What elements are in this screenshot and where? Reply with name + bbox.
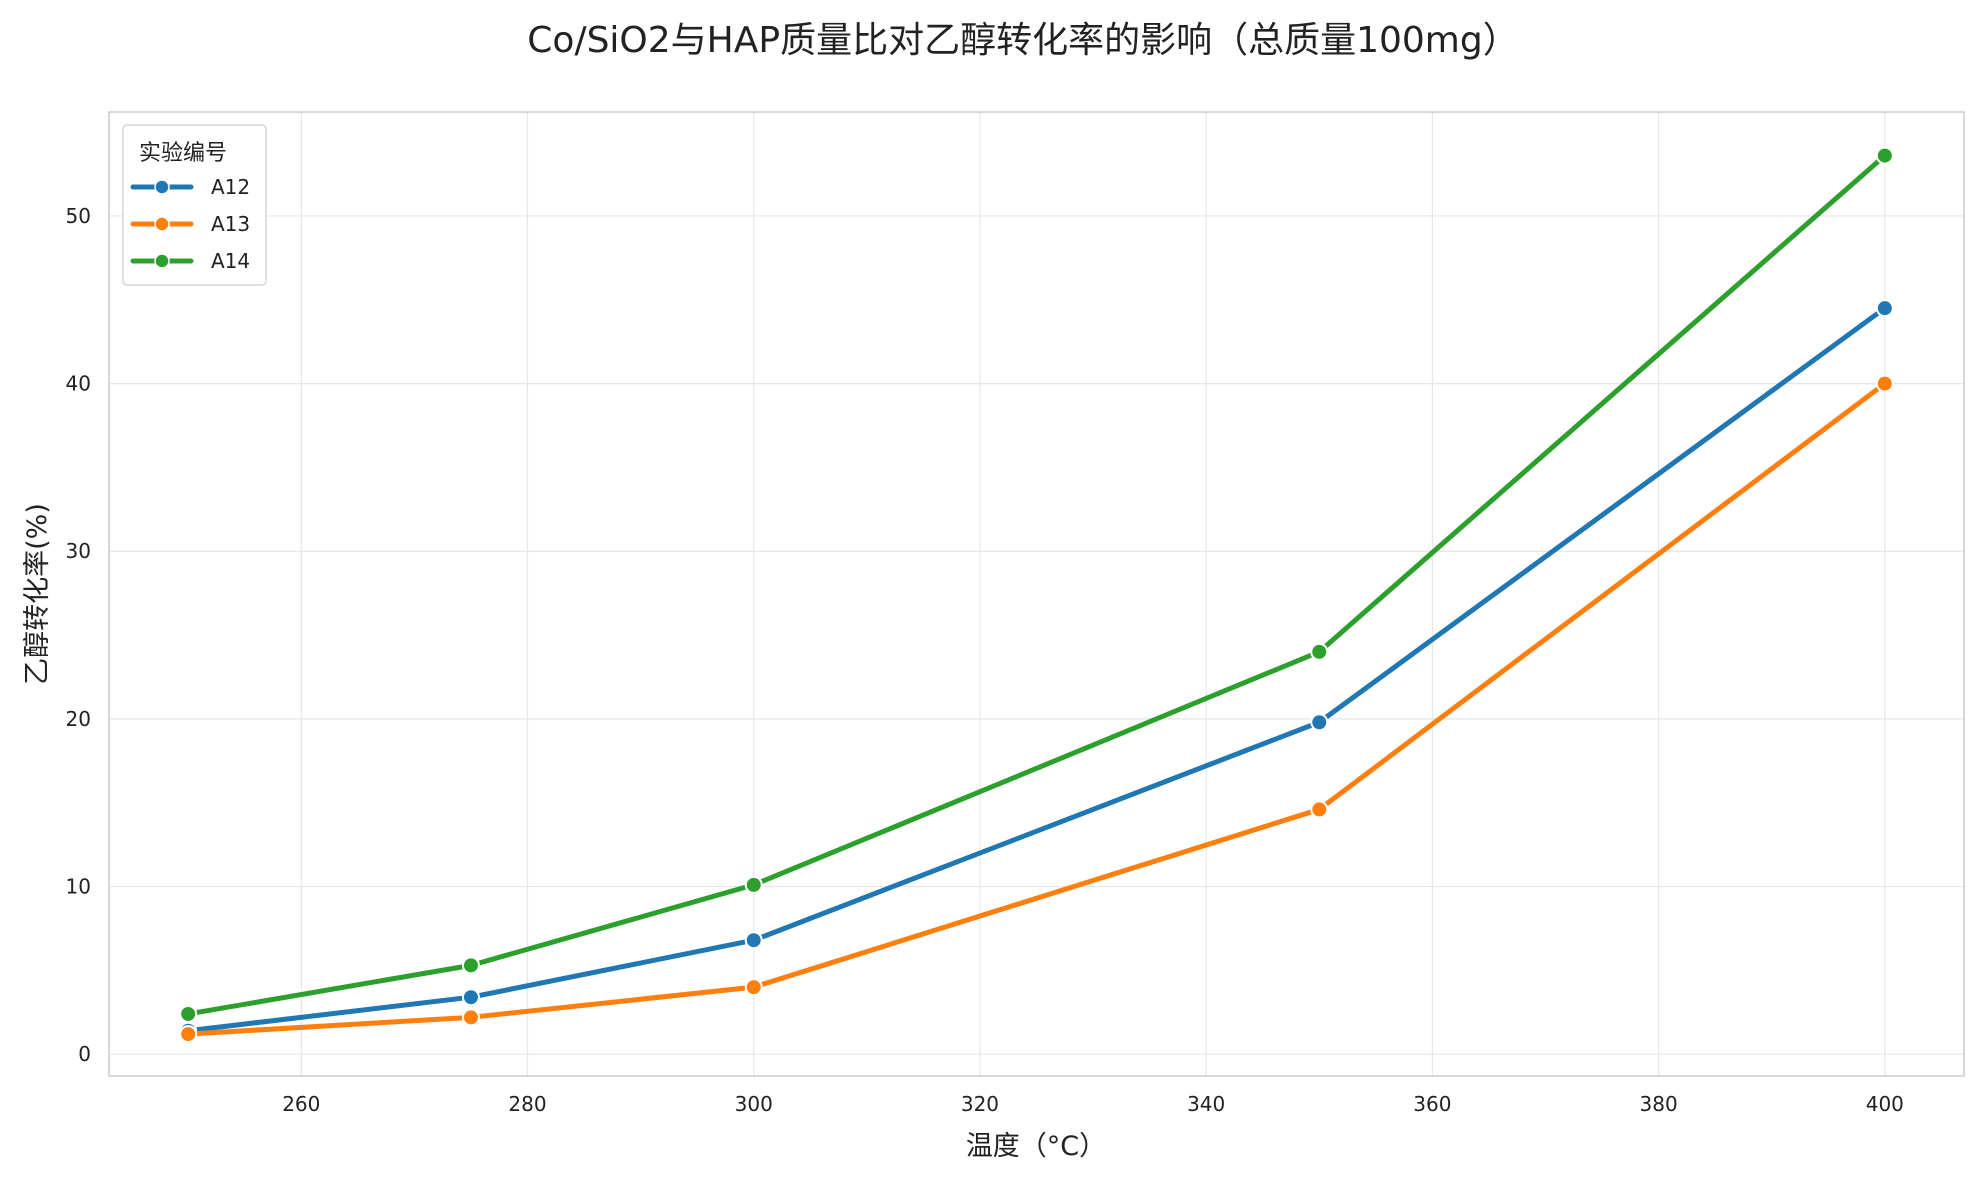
data-point-a12 [1875, 299, 1894, 318]
y-tick-label: 30 [66, 539, 91, 563]
legend: 实验编号 A12 A13 A14 [122, 124, 267, 286]
data-point-a14 [744, 875, 763, 894]
series-a14 [179, 146, 1894, 1023]
data-point-a13 [179, 1025, 198, 1044]
legend-box [122, 124, 267, 286]
data-point-a12 [744, 931, 763, 950]
data-point-a12 [1310, 713, 1329, 732]
x-tick-label: 340 [1187, 1092, 1225, 1116]
legend-swatch-marker [154, 179, 170, 195]
series-a13 [179, 374, 1894, 1044]
series-a12 [179, 299, 1894, 1040]
legend-item-a14: A14 [130, 249, 250, 273]
legend-item-a12: A12 [130, 175, 250, 199]
y-tick-label: 0 [78, 1042, 91, 1066]
legend-label: A14 [211, 249, 250, 273]
legend-title: 实验编号 [139, 141, 227, 166]
data-point-a12 [461, 988, 480, 1007]
data-point-a13 [744, 978, 763, 997]
data-point-a14 [461, 956, 480, 975]
legend-item-a13: A13 [130, 212, 250, 236]
data-point-a13 [1310, 800, 1329, 819]
legend-swatch-marker [154, 216, 170, 232]
plot-frame [108, 111, 1965, 1077]
series-line-a12 [185, 305, 1888, 1034]
legend-swatch-marker [154, 253, 170, 269]
data-point-a14 [1875, 146, 1894, 165]
x-tick-label: 280 [508, 1092, 546, 1116]
data-point-a14 [1310, 642, 1329, 661]
grid-layer [109, 112, 1964, 1076]
x-tick-label: 380 [1640, 1092, 1678, 1116]
legend-label: A13 [211, 212, 250, 236]
chart-title: Co/SiO2与HAP质量比对乙醇转化率的影响（总质量100mg） [527, 20, 1518, 61]
legend-items: A12 A13 A14 [130, 175, 250, 273]
tick-layer: 260 280 300 320 340 360 380 400 0 10 20 30 40 50 [66, 204, 1904, 1116]
series-line-a13 [185, 381, 1888, 1037]
x-tick-label: 400 [1866, 1092, 1904, 1116]
x-tick-label: 320 [961, 1092, 999, 1116]
y-tick-label: 20 [66, 707, 91, 731]
x-tick-label: 360 [1413, 1092, 1451, 1116]
legend-label: A12 [211, 175, 250, 199]
series-line-a14 [185, 153, 1888, 1017]
data-point-a13 [461, 1008, 480, 1027]
y-tick-label: 40 [66, 372, 91, 396]
data-point-a14 [179, 1004, 198, 1023]
series-layer [179, 146, 1894, 1044]
data-point-a13 [1875, 374, 1894, 393]
y-axis-label: 乙醇转化率(%) [22, 503, 53, 685]
y-tick-label: 10 [66, 875, 91, 899]
x-tick-label: 300 [735, 1092, 773, 1116]
y-tick-label: 50 [66, 204, 91, 228]
x-tick-label: 260 [282, 1092, 320, 1116]
x-axis-label: 温度（°C） [966, 1131, 1106, 1162]
